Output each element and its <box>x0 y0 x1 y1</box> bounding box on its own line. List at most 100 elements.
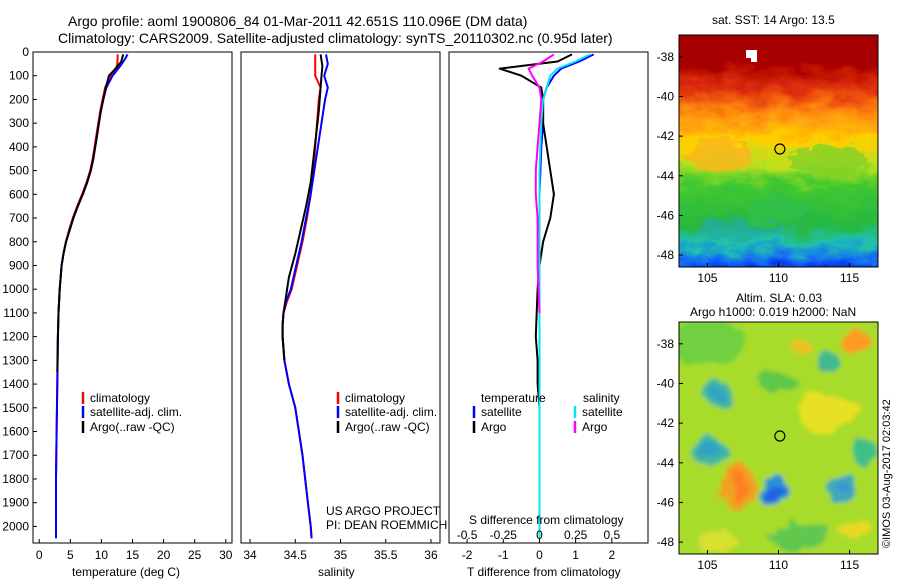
temperature-legend: climatology satellite-adj. clim. Argo(..… <box>81 391 182 434</box>
difference-legend: temperature salinity satellite Argo sate… <box>472 391 623 434</box>
y-tick-label: 800 <box>9 235 29 249</box>
map-y-tick-label: -38 <box>657 337 675 351</box>
pi-annotation: PI: DEAN ROEMMICH <box>326 518 447 532</box>
map-y-tick-label: -40 <box>657 376 675 390</box>
map-y-tick-label: -48 <box>657 535 675 549</box>
x-tick-label: 10 <box>95 548 109 562</box>
sst-argo-location-marker <box>774 143 786 155</box>
map-y-tick-label: -42 <box>657 129 675 143</box>
y-tick-label: 1600 <box>2 425 29 439</box>
project-annotation: US ARGO PROJECT <box>326 504 441 518</box>
sst-map-title: sat. SST: 14 Argo: 13.5 <box>712 13 835 27</box>
y-tick-label: 600 <box>9 187 29 201</box>
t-difference-label: T difference from climatology <box>467 565 621 579</box>
legend-label-t-satellite: satellite <box>481 405 522 419</box>
legend-label-s-satellite: satellite <box>582 405 623 419</box>
x-tick-label: 2 <box>608 548 615 562</box>
temperature-axes-frame <box>32 51 233 544</box>
x-tick-label: -1 <box>498 548 509 562</box>
y-tick-label: 1500 <box>2 401 29 415</box>
map-y-tick-label: -48 <box>657 248 675 262</box>
legend-label-satellite: satellite-adj. clim. <box>90 405 182 419</box>
y-tick-label: 1700 <box>2 448 29 462</box>
map-y-tick-label: -40 <box>657 89 675 103</box>
imos-watermark: ©IMOS 03-Aug-2017 02:03:42 <box>881 399 893 548</box>
x2-tick-label: -0.25 <box>490 528 518 542</box>
map-y-tick-label: -46 <box>657 208 675 222</box>
map-x-tick-label: 115 <box>840 271 859 285</box>
x2-tick-label: 0 <box>536 528 543 542</box>
salinity-xlabel: salinity <box>318 565 355 579</box>
legend-label-t-argo: Argo <box>481 420 507 434</box>
difference-axes-frame <box>448 51 649 544</box>
x-tick-label: 36 <box>424 548 438 562</box>
x-tick-label: 34 <box>243 548 257 562</box>
map-x-tick-label: 115 <box>840 558 859 572</box>
map-x-tick-label: 110 <box>769 558 788 572</box>
y-tick-label: 1000 <box>2 282 29 296</box>
legend-label-s-argo: Argo <box>582 420 608 434</box>
y-tick-label: 2000 <box>2 519 29 533</box>
map-y-tick-label: -44 <box>657 456 675 470</box>
y-tick-label: 400 <box>9 140 29 154</box>
x-tick-label: 5 <box>67 548 74 562</box>
y-tick-label: 1100 <box>3 306 29 320</box>
map-x-tick-label: 105 <box>697 558 717 572</box>
x-tick-label: 15 <box>126 548 140 562</box>
map-y-tick-label: -46 <box>657 495 675 509</box>
x2-tick-label: 0.25 <box>564 528 588 542</box>
sla-map-panel: Altim. SLA: 0.03 Argo h1000: 0.019 h2000… <box>657 291 879 572</box>
y-tick-label: 100 <box>9 69 29 83</box>
series-line-satellite-adj-clim <box>281 54 329 539</box>
x2-tick-label: 0.5 <box>603 528 620 542</box>
x-tick-label: 35 <box>334 548 348 562</box>
temperature-panel: 0100200300400500600700800900100011001200… <box>2 45 232 579</box>
series-line-s-argo <box>527 53 555 313</box>
salinity-axes-frame <box>240 51 441 544</box>
legend-label-satellite: satellite-adj. clim. <box>345 405 437 419</box>
difference-panel: -2 -1 0 1 2 -0.5 -0.25 0 0.25 0.5 S difference f… <box>448 51 649 579</box>
y-tick-label: 500 <box>9 164 29 178</box>
y-tick-label: 1200 <box>2 330 29 344</box>
x-tick-label: 25 <box>188 548 202 562</box>
map-y-tick-label: -38 <box>657 50 675 64</box>
y-tick-label: 1900 <box>2 496 29 510</box>
map-y-tick-label: -42 <box>657 416 675 430</box>
legend-title-salinity: salinity <box>583 391 620 405</box>
x-tick-label: 20 <box>157 548 171 562</box>
y-tick-label: 0 <box>22 45 29 59</box>
y-tick-label: 1300 <box>2 353 29 367</box>
y-tick-label: 900 <box>9 258 29 272</box>
sla-map-subtitle: Argo h1000: 0.019 h2000: NaN <box>690 305 856 319</box>
legend-title-temperature: temperature <box>481 391 546 405</box>
x-tick-label: 1 <box>572 548 579 562</box>
map-y-tick-label: -44 <box>657 169 675 183</box>
sla-argo-location-marker <box>774 430 786 442</box>
salinity-panel: 34 34.5 35 35.5 36 salinity climatology sate… <box>240 51 447 579</box>
map-x-tick-label: 105 <box>697 271 717 285</box>
x-tick-label: -2 <box>462 548 473 562</box>
sst-map-panel: sat. SST: 14 Argo: 13.5 <box>657 13 879 285</box>
legend-label-argo: Argo(..raw -QC) <box>345 420 430 434</box>
x-tick-label: 35.5 <box>374 548 398 562</box>
y-tick-label: 200 <box>9 92 29 106</box>
figure-title-line1: Argo profile: aoml 1900806_84 01-Mar-201… <box>68 13 527 29</box>
x2-tick-label: -0.5 <box>457 528 478 542</box>
series-line-t-argo <box>498 53 573 408</box>
map-x-tick-label: 110 <box>769 271 788 285</box>
sst-map-image <box>679 35 878 267</box>
series-line-argo-raw-qc <box>56 54 125 373</box>
x-tick-label: 0 <box>536 548 543 562</box>
sla-map-title: Altim. SLA: 0.03 <box>736 291 822 305</box>
s-difference-label: S difference from climatology <box>469 513 624 527</box>
sla-map-image <box>679 322 878 554</box>
x-tick-label: 30 <box>219 548 233 562</box>
y-tick-label: 1400 <box>2 377 29 391</box>
y-tick-label: 1800 <box>2 472 29 486</box>
legend-label-argo: Argo(..raw -QC) <box>90 420 175 434</box>
temperature-xlabel: temperature (deg C) <box>72 565 180 579</box>
x-tick-label: 34.5 <box>284 548 308 562</box>
legend-label-climatology: climatology <box>345 391 405 405</box>
series-line-s-satellite <box>538 53 591 539</box>
